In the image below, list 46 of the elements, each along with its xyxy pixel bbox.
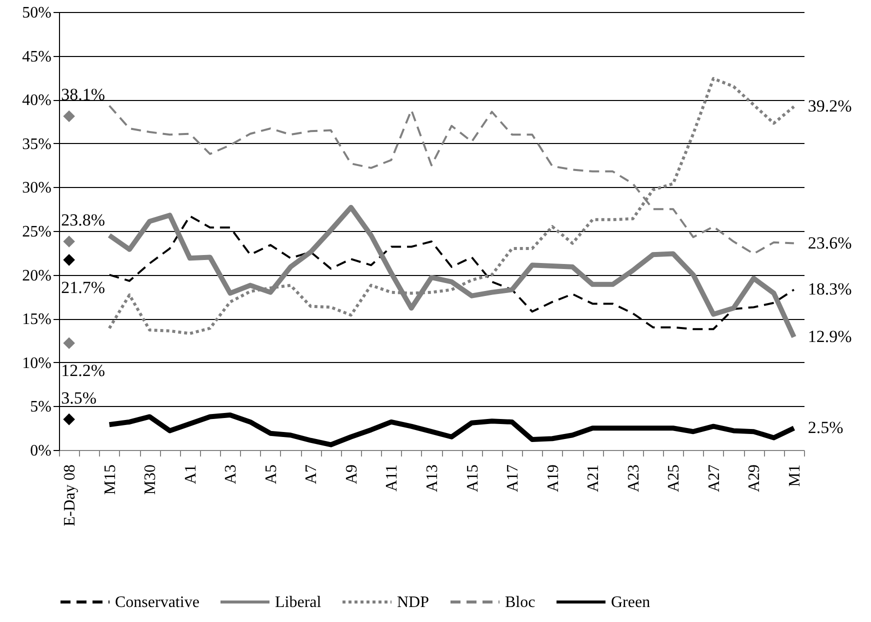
legend-label: Green: [611, 594, 650, 611]
y-tick-label: 25%: [22, 224, 52, 240]
line-series: [108, 77, 796, 335]
x-tick-label: M15: [102, 464, 119, 495]
data-label: 12.9%: [808, 326, 852, 346]
data-label: 18.3%: [808, 280, 852, 299]
data-label: 2.5%: [808, 418, 844, 438]
x-tick-label: A17: [504, 464, 522, 492]
y-tick-label: 45%: [22, 48, 52, 66]
x-tick-label: A19: [544, 464, 562, 492]
legend-label: Liberal: [275, 594, 322, 611]
x-tick-label: A7: [303, 464, 320, 484]
y-tick-label: 30%: [22, 180, 52, 197]
y-tick-label: 5%: [30, 398, 52, 416]
x-tick-label: E-Day 08: [62, 464, 79, 526]
data-label: 23.8%: [61, 210, 105, 230]
legend-label: Bloc: [505, 594, 536, 611]
x-tick-label: A11: [384, 464, 401, 492]
y-tick-label: 15%: [22, 311, 52, 328]
data-label: 38.1%: [61, 85, 105, 104]
legend-label: Conservative: [115, 594, 200, 611]
x-tick-label: A23: [625, 464, 642, 492]
x-tick-label: A15: [464, 464, 482, 492]
y-tick-label: 10%: [22, 354, 52, 372]
data-label: 3.5%: [61, 388, 96, 408]
y-tick-label: 35%: [22, 136, 52, 153]
data-label: 23.6%: [808, 233, 852, 252]
x-tick-label: M1: [786, 464, 804, 487]
x-tick-label: A21: [585, 464, 602, 492]
y-tick-label: 40%: [22, 92, 52, 110]
data-label: 39.2%: [808, 96, 852, 116]
legend-label: NDP: [397, 594, 430, 611]
x-tick-label: A27: [706, 464, 723, 492]
y-tick-label: 50%: [22, 4, 52, 22]
x-tick-label: A29: [746, 464, 764, 492]
y-tick-label: 20%: [22, 267, 52, 284]
x-tick-label: A5: [262, 464, 280, 484]
x-tick-label: A13: [424, 464, 441, 492]
x-tick-label: A25: [666, 464, 683, 492]
x-tick-label: A1: [182, 464, 200, 484]
y-tick-label: 0%: [30, 442, 52, 460]
x-tick-label: A9: [343, 464, 360, 484]
data-label: 12.2%: [61, 361, 105, 380]
data-label: 21.7%: [61, 278, 105, 297]
x-tick-label: M30: [142, 464, 160, 495]
x-tick-label: A3: [222, 464, 240, 484]
